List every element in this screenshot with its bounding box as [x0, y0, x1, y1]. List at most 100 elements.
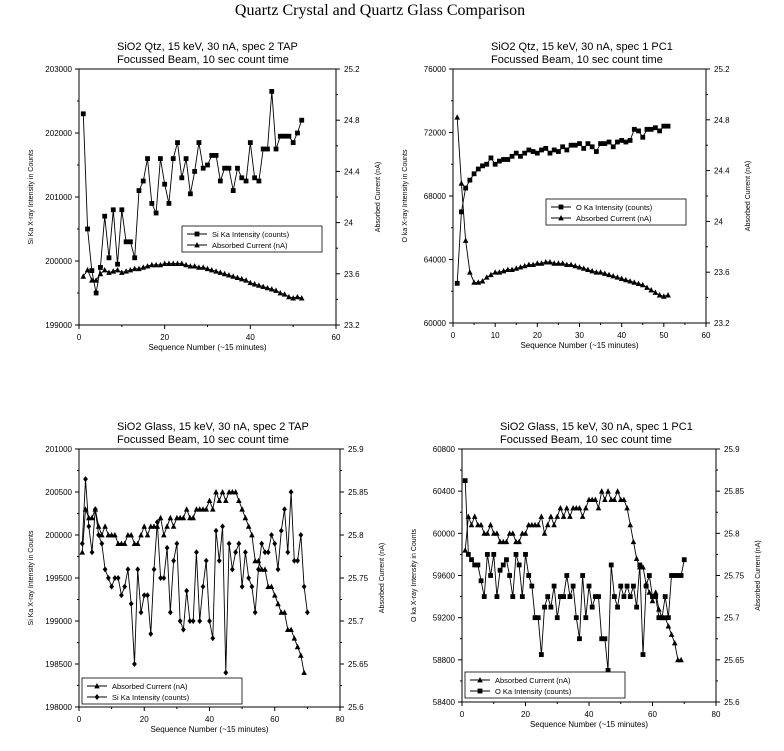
chart3-y2-tick-label: 25.65: [348, 660, 369, 669]
chart4-series-2-point: [675, 573, 681, 578]
chart1-series-2-point: [260, 283, 266, 289]
chart3-series-1-point: [79, 549, 86, 555]
chart4-x-tick-label: 40: [585, 710, 594, 719]
chart1-x-tick-label: 40: [246, 333, 255, 342]
chart4-series-2-point: [519, 594, 525, 599]
chart1-series-2-point: [268, 286, 275, 292]
chart2-series-2-point: [542, 259, 549, 265]
chart3-x-tick-label: 60: [270, 715, 279, 724]
chart2-series-2-point: [496, 269, 503, 275]
chart1-series-1-point: [123, 239, 129, 245]
chart4-series-1-point: [595, 505, 602, 511]
chart1-series-2-point: [286, 293, 292, 300]
chart3-series-1-point: [99, 532, 105, 538]
chart1-series-2-point: [238, 275, 245, 282]
chart2-series-2-point: [462, 237, 469, 243]
chart3-series-1-point: [232, 489, 239, 495]
chart4-series-2-point: [602, 636, 608, 642]
chart3-series-2-point: [210, 635, 216, 642]
chart3-series-2-point: [246, 575, 252, 581]
chart1-series-2-point: [273, 287, 279, 293]
chart1-series-2-point: [264, 284, 271, 291]
chart2-legend-marker: [558, 204, 564, 210]
chart2-series-1-point: [627, 138, 633, 143]
chart4-series-1-point: [624, 505, 630, 511]
chart4-series-2-point: [472, 562, 478, 568]
chart2-x-tick-label: 50: [659, 331, 668, 340]
chart4-title: SiO2 Glass, 15 keV, 30 nA, spec 1 PC1: [500, 421, 693, 433]
chart3-series-1-point: [271, 592, 278, 598]
chart4-series-1-point: [652, 589, 659, 595]
chart3-series-1-point: [213, 489, 219, 495]
chart1-series-2-point: [131, 265, 138, 272]
chart2-series-2-point: [479, 278, 486, 284]
chart3-title: SiO2 Glass, 15 keV, 30 nA, spec 2 TAP: [117, 421, 309, 433]
chart3-series-2-point: [86, 523, 92, 530]
chart2-subtitle: Focussed Beam, 10 sec count time: [491, 54, 663, 66]
chart3-series-2-point: [184, 587, 190, 594]
chart3-series-2-point: [272, 540, 278, 547]
chart4-y-axis-label: O ka X-ray Intensity in Counts: [411, 529, 418, 622]
chart1-series-1-point: [170, 156, 176, 161]
chart2-series-2-point: [555, 260, 562, 266]
chart4-series-1-point: [627, 521, 634, 528]
chart3-series-2-point: [252, 609, 258, 616]
chart4-series-2-point: [462, 478, 468, 484]
chart4-series-1-point: [544, 521, 551, 528]
chart3-series-2-point: [200, 583, 206, 590]
chart2-x-axis-label: Sequence Number (~15 minutes): [520, 341, 638, 350]
chart1-series-2-point: [183, 261, 189, 268]
chart2-series-2-point: [623, 276, 629, 283]
chart3-series-2-point: [278, 527, 284, 534]
chart1-series-1-point: [205, 162, 210, 168]
chart3-series-2-point: [171, 557, 177, 564]
chart4-series-2-point: [627, 594, 633, 599]
chart2-series-1-point: [488, 155, 494, 161]
chart2-series-1-point: [644, 126, 650, 132]
chart4-series-1-point: [649, 597, 656, 604]
chart2-series-1-point: [564, 147, 570, 153]
chart2-series-2-point: [564, 261, 570, 267]
chart2-series-1-point: [568, 142, 574, 148]
chart3-series-2-point: [151, 566, 157, 573]
chart4-series-2-point: [580, 573, 586, 578]
chart3-series-1-point: [95, 523, 102, 529]
chart4-series-2-point: [681, 557, 687, 563]
chart4-y-tick-label: 59600: [433, 572, 456, 581]
chart3-series-1-point: [291, 635, 298, 641]
chart4-series-1-point: [602, 496, 608, 502]
chart1-series-2-point: [294, 293, 301, 300]
chart2-series-1-point: [619, 138, 625, 143]
chart1-series-2-point: [221, 270, 228, 277]
chart3-series-2-point: [239, 583, 245, 590]
chart2-y-tick-label: 76000: [424, 65, 447, 74]
chart4-series-2-point: [548, 604, 554, 610]
chart1-series-2-point: [247, 279, 254, 286]
chart3-y-tick-label: 200500: [45, 488, 72, 497]
chart1-series-2-point: [226, 272, 232, 278]
chart2-series-2-point: [505, 266, 511, 273]
chart1-plot-frame: [78, 68, 337, 326]
chart3-series-2-point: [135, 566, 141, 573]
chart1-y2-axis-label: Absorbed Current (nA): [375, 162, 382, 232]
chart4-series-1-point: [548, 513, 554, 519]
chart3-series-1-point: [180, 514, 187, 521]
chart2-x-tick-label: 30: [575, 331, 584, 340]
chart4-series-2-point: [672, 573, 678, 578]
chart2-x-tick-label: 60: [702, 331, 711, 340]
chart2-series-1-point: [560, 144, 566, 150]
chart2-series-1-point: [593, 149, 599, 154]
chart2-series-2-point: [471, 279, 477, 285]
chart2-series-1-point: [480, 163, 485, 169]
chart3-series-1-point: [298, 652, 304, 658]
chart2-series-1-point: [551, 147, 557, 153]
chart1-series-2-point: [196, 264, 202, 270]
chart4-legend-box: [464, 671, 626, 699]
chart2-series-2-point: [538, 260, 545, 266]
chart2-series-2-point: [488, 271, 494, 278]
chart3-series-2-point: [269, 532, 274, 538]
chart2-series-2-point: [526, 261, 532, 267]
chart3-series-2-point: [112, 575, 118, 581]
chart2-series-1-point: [471, 171, 477, 177]
chart4-series-2-point: [497, 567, 503, 573]
